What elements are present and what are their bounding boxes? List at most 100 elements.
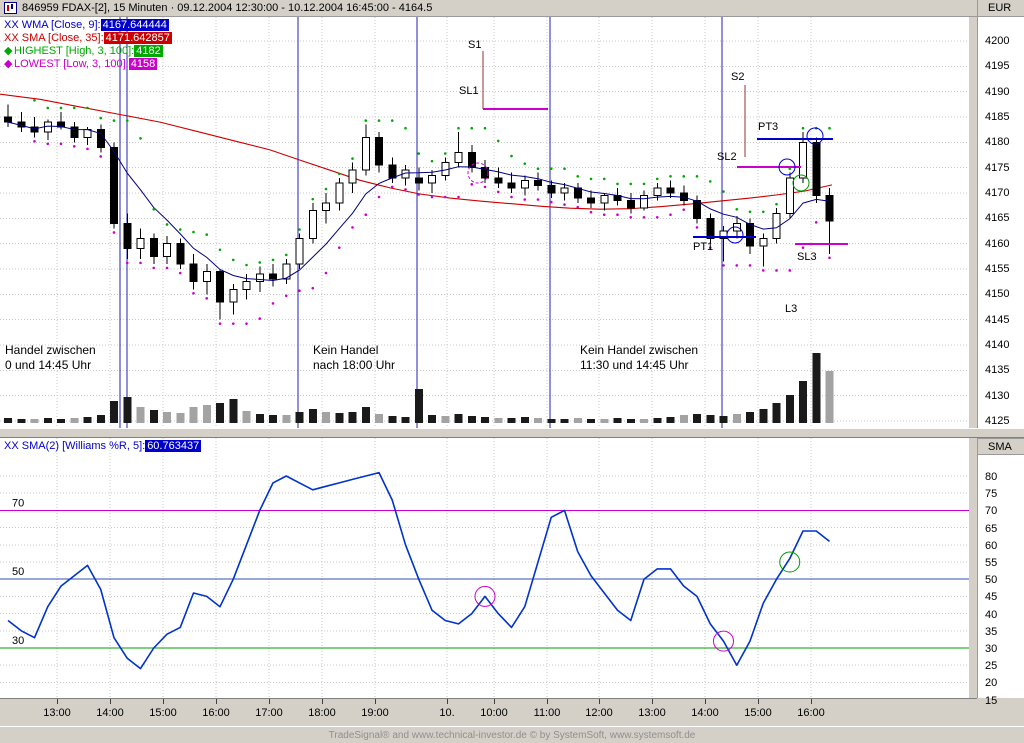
indicator-tick-label: 60: [985, 539, 998, 552]
williams-r-chart[interactable]: 70 50 30: [0, 438, 969, 698]
volume-bar: [348, 412, 357, 423]
time-tick-label: 16:00: [202, 707, 230, 719]
candlestick-chart[interactable]: [0, 17, 969, 428]
volume-bar: [679, 415, 688, 423]
lowest-dot: [311, 286, 315, 290]
diamond-icon: ◆: [4, 45, 13, 57]
volume-bar: [149, 410, 158, 423]
highest-dot: [669, 175, 672, 178]
volume-bar: [653, 418, 662, 423]
highest-dot: [457, 126, 460, 130]
highest-dot: [642, 182, 646, 186]
lowest-dot: [205, 297, 209, 300]
volume-bar: [441, 416, 450, 423]
candle-body: [640, 195, 648, 209]
volume-bar: [189, 407, 198, 423]
volume-bar: [799, 381, 807, 423]
lowest-dot: [443, 195, 447, 199]
candle-body: [242, 281, 251, 290]
legend-item[interactable]: ◆ HIGHEST [High, 3, 100]: 4182: [4, 45, 172, 58]
legend-item[interactable]: XX SMA(2) [Williams %R, 5]: 60.763437: [4, 440, 202, 453]
time-tick-label: 16:00: [797, 707, 825, 719]
time-tick: [375, 699, 376, 704]
candle-body: [799, 141, 807, 179]
volume-bar: [282, 415, 291, 423]
highest-dot: [377, 119, 381, 122]
volume-bar: [43, 418, 52, 423]
time-tick-label: 14:00: [96, 707, 124, 719]
candle-body: [216, 271, 224, 303]
lowest-dot: [86, 147, 89, 151]
highest-dot: [443, 152, 447, 155]
legend-item[interactable]: ◆ LOWEST [Low, 3, 100]: 4158: [4, 58, 172, 71]
candle-body: [163, 243, 171, 257]
highest-dot: [761, 210, 765, 214]
candle-body: [428, 174, 436, 184]
lowest-dot: [152, 266, 156, 270]
volume-bar: [361, 407, 370, 423]
lowest-dot: [735, 264, 739, 267]
time-tick-label: 15:00: [744, 707, 772, 719]
highest-dot: [430, 159, 434, 163]
highest-dot: [801, 126, 805, 130]
time-tick-label: 10:00: [480, 707, 508, 719]
candle-body: [176, 243, 185, 265]
lowest-dot: [536, 198, 540, 201]
highest-dot: [284, 253, 288, 257]
lowest-dot: [655, 215, 659, 219]
williams-r-line: [7, 471, 830, 670]
status-footer: TradeSignal® and www.technical-investor.…: [0, 726, 1024, 743]
candle-body: [693, 200, 701, 219]
indicator-tick-label: 50: [985, 574, 998, 587]
volume-bar: [587, 419, 595, 423]
time-axis: 13:00 14:00 15:00 16:00 17:00 18:00 19:00 10. 10…: [0, 698, 977, 726]
indicator-tick-label: 20: [985, 677, 998, 690]
volume-bar: [57, 419, 65, 423]
highest-dot: [112, 119, 116, 122]
volume-bar: [825, 371, 834, 423]
legend-label: XX SMA(2) [Williams %R, 5]:: [4, 440, 146, 452]
signal-circle: [474, 585, 496, 607]
panel-splitter[interactable]: [0, 428, 1024, 438]
volume-bar: [613, 418, 622, 423]
lowest-dot: [218, 322, 222, 325]
volume-bar: [560, 419, 569, 423]
highest-dot: [496, 139, 500, 143]
main-chart-panel[interactable]: XX WMA [Close, 9]: 4167.644444 XX SMA [Clo…: [0, 17, 969, 428]
candle-body: [123, 222, 132, 250]
trade-label-pt3: PT3: [758, 121, 779, 133]
candle-body: [666, 187, 675, 194]
volume-bar: [507, 418, 516, 423]
indicator-panel[interactable]: 70 50 30 XX SMA(2) [Williams %R, 5]: 60.763…: [0, 438, 969, 698]
title-bar[interactable]: 846959 FDAX-[2], 15 Minuten · 09.12.2004…: [0, 0, 977, 17]
chart-note: Handel zwischen 0 und 14:45 Uhr: [5, 343, 96, 372]
volume-bar: [746, 412, 754, 423]
time-tick: [811, 699, 812, 704]
highest-dot: [722, 190, 725, 193]
lowest-dot: [629, 215, 633, 219]
candle-body: [282, 263, 291, 280]
legend-value: 4171.642857: [103, 32, 172, 44]
candle-body: [494, 177, 503, 184]
price-axis: 4200 4195 4190 4185 4180 4175 4170 4165 4160 4155…: [977, 17, 1024, 428]
legend-item[interactable]: XX WMA [Close, 9]: 4167.644444: [4, 19, 172, 32]
highest-dot: [629, 182, 633, 186]
highest-dot: [563, 167, 566, 171]
lowest-dot: [258, 317, 262, 320]
lowest-dot: [139, 261, 142, 265]
volume-bar: [693, 414, 701, 423]
indicator-axis-header: SMA: [977, 438, 1024, 455]
volume-bar: [428, 415, 436, 423]
candle-body: [57, 121, 65, 128]
volume-bar: [229, 399, 238, 423]
candle-body: [785, 177, 794, 214]
price-tick-label: 4180: [985, 136, 1010, 149]
volume-bar: [163, 412, 171, 423]
lowest-dot: [814, 221, 818, 224]
legend-item[interactable]: XX SMA [Close, 35]: 4171.642857: [4, 32, 172, 45]
highest-dot: [165, 223, 169, 226]
lowest-dot: [510, 195, 513, 199]
lowest-dot: [271, 302, 275, 305]
lowest-dot: [616, 213, 619, 217]
time-tick: [322, 699, 323, 704]
